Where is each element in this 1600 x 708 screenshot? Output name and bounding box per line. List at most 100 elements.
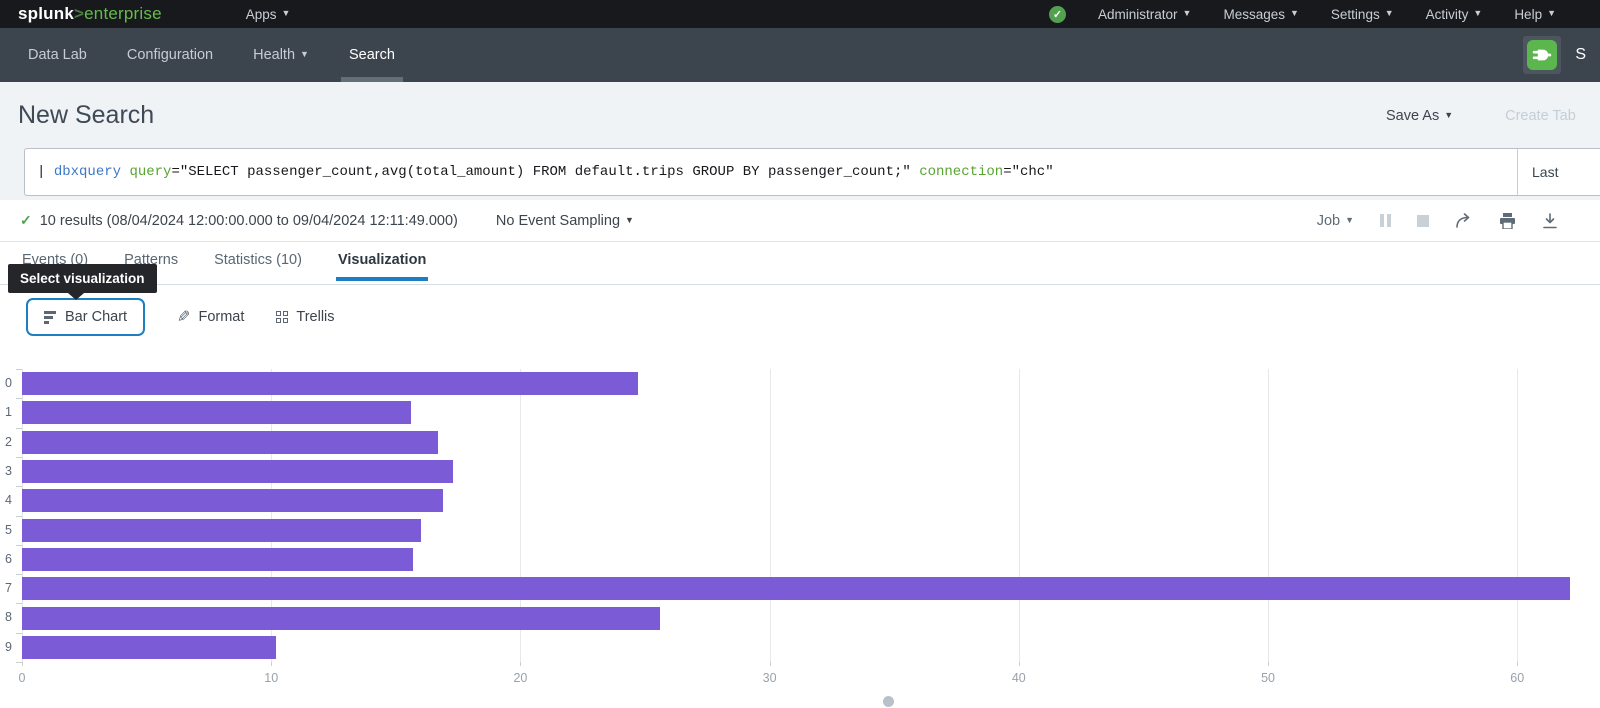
apps-menu[interactable]: Apps ▼ [246, 7, 291, 22]
save-as-label: Save As [1386, 108, 1440, 124]
save-as-button[interactable]: Save As ▼ [1386, 108, 1453, 124]
format-button[interactable]: ✎ Format [177, 307, 244, 327]
nav-item-health[interactable]: Health ▼ [245, 28, 317, 82]
scroll-indicator-dot [883, 696, 894, 707]
x-axis-tick [271, 662, 273, 666]
app-nav-right: S [1523, 28, 1586, 82]
y-axis-tick [16, 427, 22, 429]
topbar-menu-messages[interactable]: Messages ▼ [1223, 7, 1298, 22]
tab-visualization[interactable]: Visualization [335, 250, 429, 281]
x-axis-label: 50 [1261, 671, 1275, 685]
category-label: 4 [5, 493, 12, 508]
page-title: New Search [18, 101, 155, 129]
x-axis-tick [1018, 662, 1020, 666]
query-segment-plain [121, 164, 129, 180]
y-axis-tick [16, 515, 22, 517]
download-icon[interactable] [1542, 212, 1558, 229]
header-actions: Save As ▼ Create Tab [1386, 108, 1576, 124]
bar-5[interactable] [22, 518, 421, 542]
results-summary: 10 results (08/04/2024 12:00:00.000 to 0… [39, 212, 458, 229]
bar-4[interactable] [22, 489, 444, 513]
bar-chart-picker-button[interactable]: Bar Chart [26, 298, 146, 336]
x-axis-label: 30 [762, 671, 777, 685]
trellis-label: Trellis [296, 309, 335, 325]
bar-7[interactable] [22, 577, 1570, 601]
db-connect-app-icon[interactable] [1523, 36, 1562, 74]
menu-label: Messages [1223, 6, 1285, 22]
x-axis-tick [22, 662, 23, 666]
chevron-down-icon: ▼ [1182, 8, 1192, 18]
bar-chart-label: Bar Chart [65, 309, 128, 325]
bar-3[interactable] [22, 460, 454, 484]
pencil-icon: ✎ [177, 309, 191, 326]
y-axis-tick [16, 369, 22, 370]
job-controls: Job ▼ [1317, 212, 1558, 229]
logo-splunk-text: splunk [18, 4, 74, 23]
chevron-down-icon: ▼ [625, 214, 634, 225]
nav-item-data-lab[interactable]: Data Lab [20, 28, 95, 82]
event-sampling-dropdown[interactable]: No Event Sampling ▼ [496, 213, 634, 229]
stop-job-icon[interactable] [1417, 214, 1429, 227]
time-range-picker[interactable]: Last [1517, 149, 1600, 195]
tab-statistics-10[interactable]: Statistics (10) [214, 252, 302, 268]
apps-menu-label: Apps [245, 6, 277, 22]
app-nav-items: Data Lab Configuration Health ▼ Search [20, 28, 427, 82]
top-bar: splunk>enterprise Apps ▼ ✓ Administrator… [0, 0, 1600, 28]
topbar-menu-administrator[interactable]: Administrator ▼ [1098, 7, 1191, 22]
x-axis-label: 40 [1011, 671, 1026, 685]
x-axis-label: 20 [513, 671, 528, 685]
top-bar-right: ✓ Administrator ▼ Messages ▼ Settings ▼ Activi… [1049, 0, 1556, 28]
topbar-menu-settings[interactable]: Settings ▼ [1331, 7, 1394, 22]
bar-6[interactable] [22, 547, 414, 571]
category-label: 2 [5, 434, 12, 449]
bar-8[interactable] [22, 606, 660, 630]
bar-2[interactable] [22, 430, 439, 454]
bar-1[interactable] [22, 401, 411, 425]
gridline [1018, 369, 1020, 662]
results-tabs: Events (0) Patterns Statistics (10) Visuali… [0, 250, 1600, 285]
job-menu-label: Job [1316, 212, 1341, 229]
x-axis-tick [1268, 662, 1270, 666]
job-menu[interactable]: Job ▼ [1317, 213, 1354, 229]
topbar-menu-activity[interactable]: Activity ▼ [1426, 7, 1483, 22]
category-label: 5 [5, 522, 12, 537]
chevron-down-icon: ▼ [1547, 8, 1556, 18]
menu-label: Administrator [1098, 6, 1178, 22]
category-label: 3 [5, 463, 12, 478]
gridline [769, 369, 771, 662]
select-visualization-tooltip: Select visualization [8, 264, 157, 300]
bar-9[interactable] [22, 635, 277, 659]
results-row: ✓ 10 results (08/04/2024 12:00:00.000 to… [0, 200, 1600, 242]
menu-label: Help [1514, 6, 1543, 22]
category-label: 9 [5, 639, 12, 654]
chevron-down-icon: ▼ [1444, 110, 1454, 120]
query-segment-plain: | [37, 164, 54, 180]
logo-gt-text: > [74, 4, 85, 23]
create-table-button[interactable]: Create Tab [1505, 108, 1576, 124]
pause-job-icon[interactable] [1380, 214, 1391, 227]
app-nav-bar: Data Lab Configuration Health ▼ Search S [0, 28, 1600, 82]
y-axis-tick [16, 544, 22, 546]
x-axis-label: 0 [18, 671, 26, 685]
splunk-logo: splunk>enterprise [18, 4, 162, 24]
x-axis-tick [1517, 662, 1519, 666]
topbar-menu-help[interactable]: Help ▼ [1514, 7, 1556, 22]
trellis-button[interactable]: Trellis [276, 309, 335, 325]
health-check-icon[interactable]: ✓ [1049, 5, 1067, 23]
query-segment-keyword: connection [919, 164, 1004, 180]
nav-item-configuration[interactable]: Configuration [119, 28, 221, 82]
query-segment-command: dbxquery [53, 164, 122, 180]
category-label: 6 [5, 551, 12, 566]
chevron-down-icon: ▼ [1345, 214, 1354, 225]
bar-0[interactable] [22, 372, 638, 396]
event-sampling-label: No Event Sampling [495, 212, 621, 229]
nav-item-search[interactable]: Search [340, 28, 403, 82]
time-range-label: Last [1532, 164, 1559, 180]
y-axis-tick [16, 662, 22, 663]
print-icon[interactable] [1499, 212, 1516, 229]
chart-plot-area: 0 10 20 30 40 50 60 0 1 2 3 4 5 6 7 8 9 [5, 369, 1592, 685]
search-query-input[interactable]: | dbxquery query ="SELECT passenger_count… [25, 149, 1517, 195]
menu-label: Settings [1330, 6, 1380, 22]
share-icon[interactable] [1455, 213, 1473, 228]
search-bar: | dbxquery query ="SELECT passenger_count… [24, 148, 1600, 196]
